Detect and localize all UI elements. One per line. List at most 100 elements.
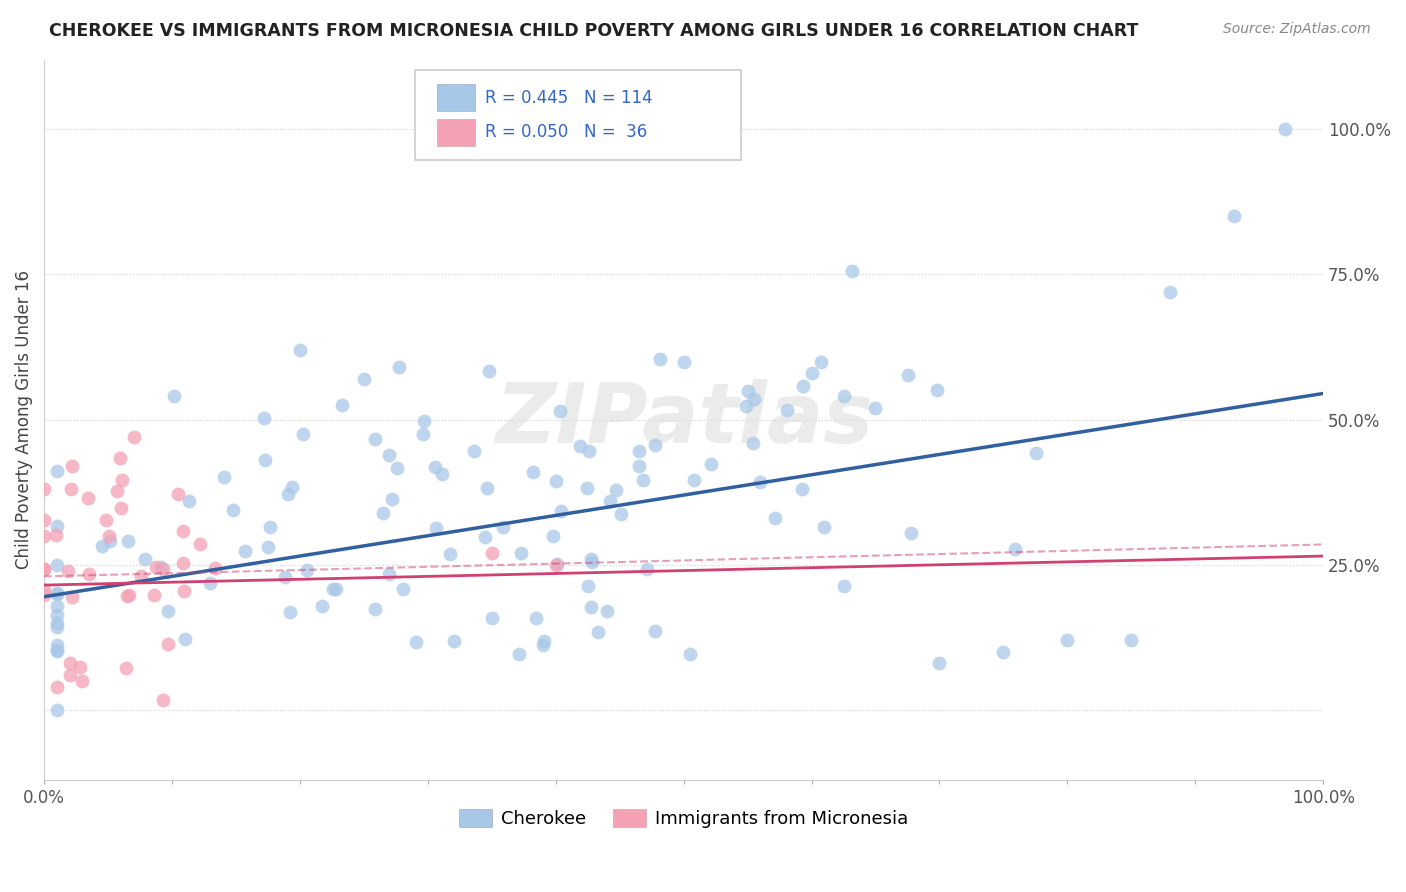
Point [776,403,799,417]
Point [45,464,67,478]
Point [295,563,318,577]
Point [97,529,120,543]
Point [45,608,67,623]
Point [742,435,765,450]
Point [134,552,156,566]
Point [166,487,188,501]
Point [763,511,786,525]
Point [45,599,67,614]
Point [311,599,333,614]
Point [259,520,281,534]
Point [45,643,67,657]
Point [373,506,395,520]
Point [430,467,453,481]
Point [179,494,201,508]
Point [110,473,132,487]
Point [628,443,651,458]
Point [115,661,138,675]
Point [581,555,603,569]
Text: Source: ZipAtlas.com: Source: ZipAtlas.com [1223,22,1371,37]
Point [90,539,112,553]
Point [700,458,723,472]
Point [108,451,131,466]
Point [588,624,610,639]
Point [474,530,496,544]
Point [865,401,887,415]
Point [72,673,94,688]
Point [59,668,82,682]
Point [609,507,631,521]
Point [1121,633,1143,648]
Point [546,557,568,571]
Point [150,560,173,574]
Point [531,638,554,652]
Point [385,460,408,475]
Point [644,437,666,451]
Point [117,533,139,548]
Point [841,264,863,278]
Point [353,372,375,386]
Point [605,483,627,497]
Point [492,520,515,534]
Point [412,414,434,428]
Point [152,562,174,576]
Point [595,604,617,618]
Point [253,452,276,467]
Point [576,481,599,495]
Point [364,602,387,616]
FancyBboxPatch shape [437,119,475,146]
Point [45,558,67,573]
Point [45,586,67,600]
Point [813,520,835,534]
Point [925,383,948,397]
Point [281,480,304,494]
Point [378,567,401,582]
Point [94,513,117,527]
Point [576,579,599,593]
Point [79,567,101,582]
Point [198,576,221,591]
Point [69,660,91,674]
Point [188,536,211,550]
Point [1056,633,1078,648]
Point [568,439,591,453]
Point [742,392,765,406]
Point [32,562,55,576]
Point [509,545,531,559]
Point [253,411,276,425]
Point [45,644,67,658]
Point [45,703,67,717]
Point [388,360,411,375]
Y-axis label: Child Poverty Among Girls Under 16: Child Poverty Among Girls Under 16 [15,270,32,569]
Point [579,600,602,615]
Point [900,525,922,540]
Point [737,384,759,398]
Point [627,458,650,473]
Point [644,624,666,638]
Point [1222,210,1244,224]
Point [60,590,83,604]
Point [32,482,55,496]
Text: ZIPatlas: ZIPatlas [495,379,873,460]
Point [117,588,139,602]
Point [478,364,501,378]
Point [59,657,82,671]
Point [550,504,572,518]
Point [173,583,195,598]
Point [544,558,567,572]
Point [378,449,401,463]
Point [45,519,67,533]
Point [475,481,498,495]
Point [425,521,447,535]
FancyBboxPatch shape [415,70,741,161]
Point [522,465,544,479]
Text: R = 0.445   N = 114: R = 0.445 N = 114 [485,89,652,107]
Point [599,493,621,508]
Point [277,487,299,501]
Point [98,534,121,549]
Point [77,491,100,505]
Point [526,611,548,625]
Point [533,634,555,648]
Point [800,366,823,380]
Point [291,427,314,442]
